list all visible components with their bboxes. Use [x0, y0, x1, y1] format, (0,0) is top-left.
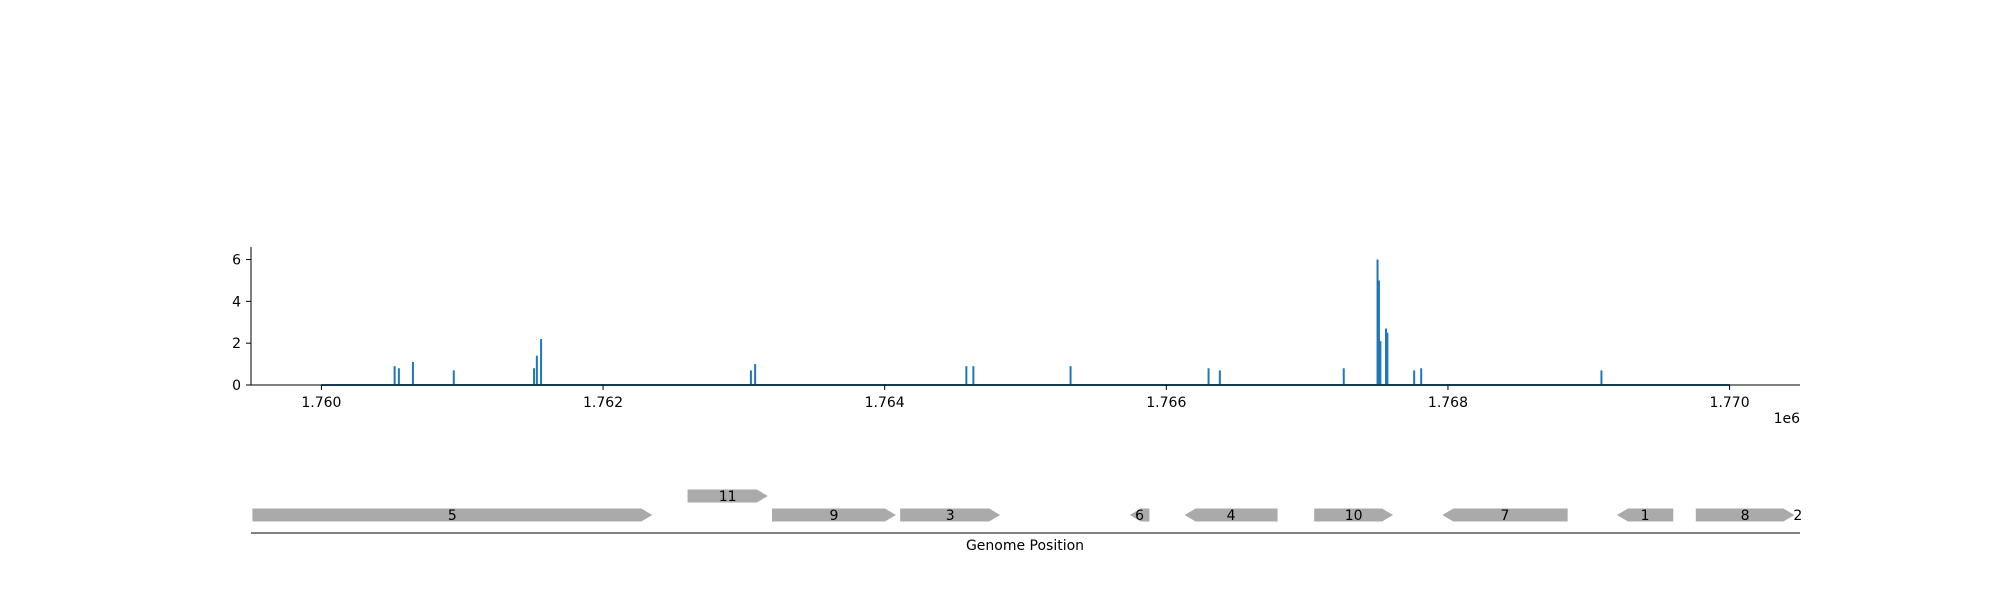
x-axis-label: Genome Position	[966, 538, 1084, 554]
gene-label: 6	[1135, 508, 1144, 524]
gene-arrow	[1184, 508, 1278, 522]
gene-arrow	[1695, 508, 1795, 522]
gene-label: 8	[1741, 508, 1750, 524]
y-axis-ticks: 0 2 4 6	[232, 253, 251, 394]
gene-arrow	[687, 489, 768, 503]
gene-label: 7	[1501, 508, 1510, 524]
gene-label: 4	[1227, 508, 1236, 524]
gene-arrow	[772, 508, 896, 522]
x-offset-label: 1e6	[1774, 411, 1801, 427]
x-tick-label: 1.760	[301, 395, 341, 411]
gene-label: 3	[946, 508, 955, 524]
coverage-plot: 1.760 1.762 1.764 1.766 1.768 1.770 0 2 4 6 1e6	[232, 247, 1800, 427]
gene-label: 11	[719, 489, 737, 505]
gene-arrow	[900, 508, 1001, 522]
y-tick-label: 0	[232, 378, 241, 394]
gene-arrow	[1129, 508, 1150, 522]
gene-arrow	[1616, 508, 1674, 522]
x-axis-ticks: 1.760 1.762 1.764 1.766 1.768 1.770	[301, 385, 1750, 411]
gene-label: 2	[1793, 508, 1802, 524]
gene-arrow	[252, 508, 653, 522]
gene-label: 1	[1641, 508, 1650, 524]
x-tick-label: 1.766	[1146, 395, 1186, 411]
gene-arrow	[1314, 508, 1394, 522]
coverage-spikes	[393, 259, 1603, 385]
gene-arrow	[1442, 508, 1568, 522]
gene-track: 5 11 9 3 6 4 10 7 1 8 2 Genome Position	[251, 489, 1802, 554]
gene-label: 10	[1345, 508, 1363, 524]
gene-label: 5	[448, 508, 457, 524]
gene-label: 9	[830, 508, 839, 524]
x-tick-label: 1.764	[865, 395, 905, 411]
y-tick-label: 4	[232, 294, 241, 310]
x-tick-label: 1.768	[1428, 395, 1468, 411]
x-tick-label: 1.762	[583, 395, 623, 411]
x-tick-label: 1.770	[1710, 395, 1750, 411]
gene-features: 5 11 9 3 6 4 10 7 1 8 2	[252, 489, 1802, 524]
y-tick-label: 6	[232, 253, 241, 269]
y-tick-label: 2	[232, 336, 241, 352]
